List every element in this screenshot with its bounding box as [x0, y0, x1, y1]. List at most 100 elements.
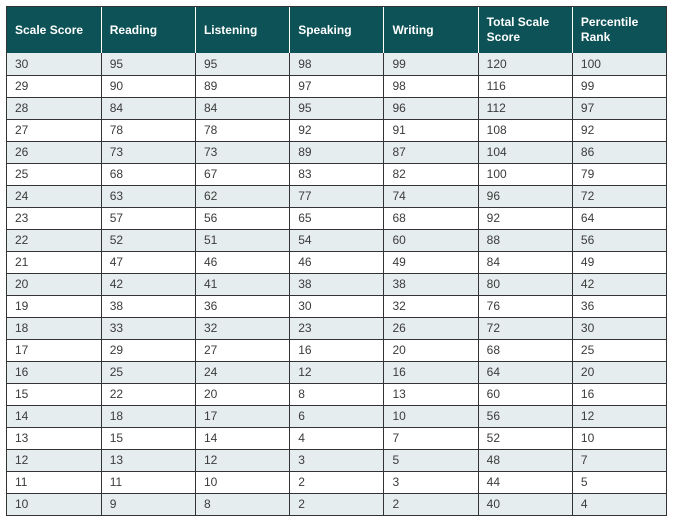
- table-cell: 15: [7, 383, 101, 405]
- table-cell: 22: [7, 229, 101, 251]
- table-cell: 100: [572, 53, 666, 75]
- table-cell: 86: [572, 141, 666, 163]
- table-cell: 73: [101, 141, 195, 163]
- table-cell: 65: [290, 207, 384, 229]
- table-body: 3095959899120100299089979811699288484959…: [7, 53, 666, 515]
- table-cell: 13: [384, 383, 478, 405]
- table-cell: 49: [384, 251, 478, 273]
- table-cell: 88: [478, 229, 572, 251]
- table-cell: 68: [384, 207, 478, 229]
- table-cell: 48: [478, 449, 572, 471]
- table-cell: 98: [384, 75, 478, 97]
- table-cell: 62: [195, 185, 289, 207]
- table-cell: 4: [572, 493, 666, 515]
- table-row: 267373898710486: [7, 141, 666, 163]
- column-header: Listening: [195, 7, 289, 53]
- column-header: Percentile Rank: [572, 7, 666, 53]
- table-cell: 17: [195, 405, 289, 427]
- table-cell: 42: [101, 273, 195, 295]
- table-cell: 23: [7, 207, 101, 229]
- table-cell: 80: [478, 273, 572, 295]
- table-row: 21474646498449: [7, 251, 666, 273]
- table-cell: 54: [290, 229, 384, 251]
- table-cell: 24: [195, 361, 289, 383]
- table-cell: 104: [478, 141, 572, 163]
- table-row: 288484959611297: [7, 97, 666, 119]
- table-cell: 72: [572, 185, 666, 207]
- table-cell: 26: [384, 317, 478, 339]
- column-header: Scale Score: [7, 7, 101, 53]
- table-cell: 67: [195, 163, 289, 185]
- table-cell: 82: [384, 163, 478, 185]
- table-cell: 8: [290, 383, 384, 405]
- table-cell: 68: [478, 339, 572, 361]
- table-cell: 6: [290, 405, 384, 427]
- table-cell: 11: [101, 471, 195, 493]
- table-cell: 46: [290, 251, 384, 273]
- table-cell: 44: [478, 471, 572, 493]
- table-cell: 68: [101, 163, 195, 185]
- table-cell: 2: [290, 493, 384, 515]
- table-cell: 18: [101, 405, 195, 427]
- table-row: 256867838210079: [7, 163, 666, 185]
- table-row: 19383630327636: [7, 295, 666, 317]
- table-cell: 25: [101, 361, 195, 383]
- table-cell: 95: [290, 97, 384, 119]
- table-cell: 28: [7, 97, 101, 119]
- table-cell: 57: [101, 207, 195, 229]
- table-cell: 46: [195, 251, 289, 273]
- table-cell: 49: [572, 251, 666, 273]
- table-cell: 2: [384, 493, 478, 515]
- table-cell: 76: [478, 295, 572, 317]
- table-cell: 2: [290, 471, 384, 493]
- table-cell: 7: [572, 449, 666, 471]
- table-cell: 73: [195, 141, 289, 163]
- table-cell: 112: [478, 97, 572, 119]
- table-cell: 7: [384, 427, 478, 449]
- table-cell: 91: [384, 119, 478, 141]
- table-cell: 60: [478, 383, 572, 405]
- table-cell: 13: [7, 427, 101, 449]
- table-cell: 20: [195, 383, 289, 405]
- table-cell: 27: [195, 339, 289, 361]
- table-cell: 52: [478, 427, 572, 449]
- table-row: 11111023445: [7, 471, 666, 493]
- table-row: 109822404: [7, 493, 666, 515]
- table-cell: 17: [7, 339, 101, 361]
- table-cell: 116: [478, 75, 572, 97]
- table-cell: 12: [195, 449, 289, 471]
- table-cell: 120: [478, 53, 572, 75]
- table-cell: 89: [290, 141, 384, 163]
- table-row: 16252412166420: [7, 361, 666, 383]
- table-cell: 78: [101, 119, 195, 141]
- table-cell: 10: [195, 471, 289, 493]
- table-row: 24636277749672: [7, 185, 666, 207]
- table-cell: 36: [195, 295, 289, 317]
- table-cell: 24: [7, 185, 101, 207]
- table-row: 22525154608856: [7, 229, 666, 251]
- table-row: 277878929110892: [7, 119, 666, 141]
- table-cell: 74: [384, 185, 478, 207]
- table-cell: 99: [572, 75, 666, 97]
- table-cell: 29: [7, 75, 101, 97]
- table-cell: 95: [101, 53, 195, 75]
- table-cell: 51: [195, 229, 289, 251]
- table-cell: 63: [101, 185, 195, 207]
- score-table-container: Scale ScoreReadingListeningSpeakingWriti…: [6, 6, 667, 516]
- table-cell: 98: [290, 53, 384, 75]
- table-cell: 15: [101, 427, 195, 449]
- table-cell: 25: [7, 163, 101, 185]
- table-cell: 90: [101, 75, 195, 97]
- table-cell: 79: [572, 163, 666, 185]
- table-cell: 12: [7, 449, 101, 471]
- table-cell: 30: [7, 53, 101, 75]
- table-cell: 8: [195, 493, 289, 515]
- table-cell: 96: [478, 185, 572, 207]
- table-row: 1522208136016: [7, 383, 666, 405]
- table-cell: 13: [101, 449, 195, 471]
- table-cell: 16: [290, 339, 384, 361]
- column-header: Speaking: [290, 7, 384, 53]
- table-cell: 64: [478, 361, 572, 383]
- table-cell: 56: [572, 229, 666, 251]
- table-cell: 47: [101, 251, 195, 273]
